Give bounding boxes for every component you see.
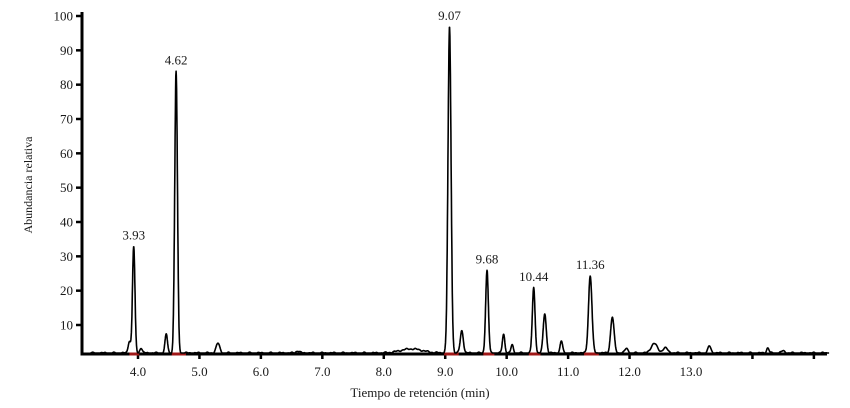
y-tick-label: 60 (60, 146, 73, 161)
y-tick-label: 70 (60, 112, 73, 127)
x-axis: 4.0 5.0 6.0 7.0 8.0 9.0 10.0 11.0 12.0 13.0 (80, 352, 827, 379)
peak-label: 3.93 (122, 228, 145, 243)
x-axis-title: Tiempo de retención (min) (350, 385, 489, 400)
x-tick-label: 8.0 (376, 364, 392, 379)
x-tick-label: 4.0 (130, 364, 146, 379)
y-tick-label: 80 (60, 77, 73, 92)
chromatogram-trace (89, 26, 830, 354)
y-tick-label: 30 (60, 249, 73, 264)
x-tick-label: 9.0 (437, 364, 453, 379)
peak-label: 9.07 (438, 8, 461, 23)
peak-label: 11.36 (576, 257, 605, 272)
x-tick-label: 5.0 (191, 364, 207, 379)
peak-label: 4.62 (165, 52, 188, 67)
x-tick-label: 11.0 (557, 364, 579, 379)
x-tick-label: 6.0 (253, 364, 269, 379)
x-tick-label: 13.0 (680, 364, 703, 379)
x-tick-label: 7.0 (314, 364, 330, 379)
x-tick-label: 12.0 (618, 364, 641, 379)
y-tick-label: 10 (60, 318, 73, 333)
y-tick-label: 100 (54, 9, 74, 24)
peak-label: 10.44 (519, 269, 549, 284)
y-tick-label: 90 (60, 43, 73, 58)
y-tick-label: 40 (60, 215, 73, 230)
peak-labels: 3.93 4.62 9.07 9.68 10.44 11.36 (122, 8, 605, 284)
y-tick-label: 50 (60, 180, 73, 195)
y-axis-title: Abundancia relativa (21, 136, 35, 234)
y-axis: 10 20 30 40 50 60 70 80 90 100 (54, 9, 84, 356)
y-tick-label: 20 (60, 283, 73, 298)
peak-label: 9.68 (476, 252, 499, 267)
x-tick-label: 10.0 (495, 364, 518, 379)
